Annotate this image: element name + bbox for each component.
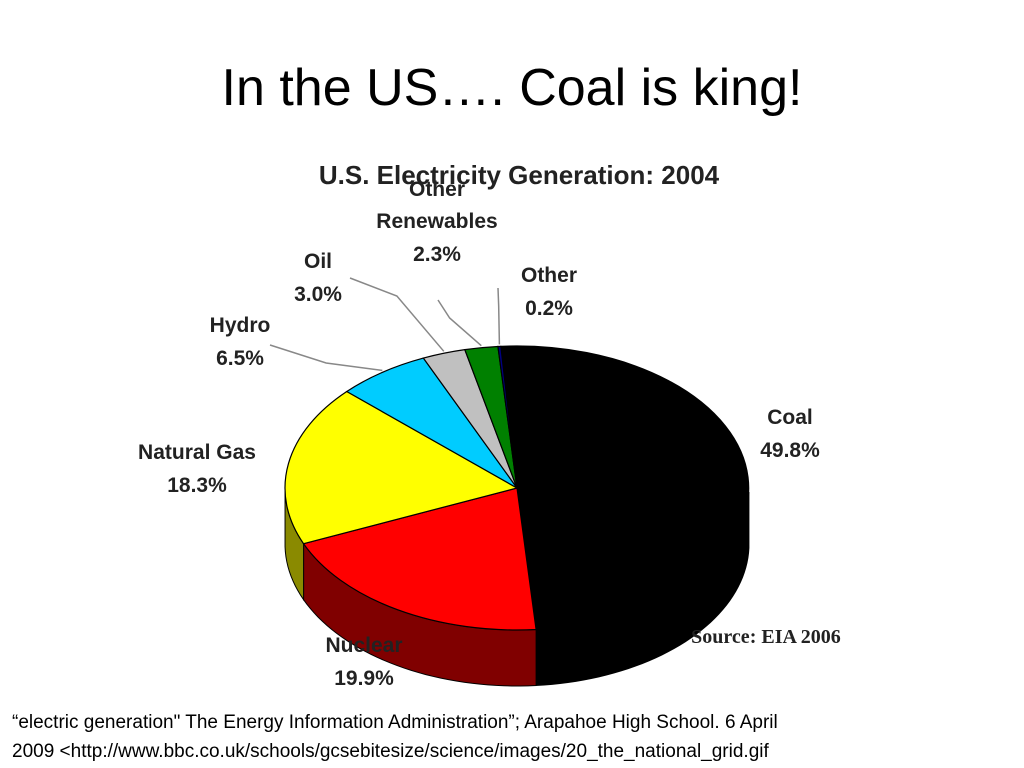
leader-line-oil (349, 277, 445, 352)
leader-line-hydro (269, 344, 383, 372)
pie-slice-natural-gas (284, 390, 519, 545)
pie-slice-coal (500, 345, 750, 631)
chart-source: Source: EIA 2006 (691, 626, 841, 648)
chart-title: U.S. Electricity Generation: 2004 (319, 160, 720, 190)
slice-label-natural-gas: Natural Gas (138, 441, 256, 464)
slice-value-other-renewables: 2.3% (413, 243, 461, 266)
slice-value-hydro: 6.5% (216, 347, 264, 370)
pie-slice-other (497, 345, 518, 489)
citation-caption: “electric generation" The Energy Informa… (12, 708, 1012, 766)
slice-label-oil: Oil (304, 250, 332, 273)
leader-line-other (497, 287, 501, 345)
slice-label-nuclear: Nuclear (325, 634, 402, 657)
slice-value-other: 0.2% (525, 297, 573, 320)
slice-value-oil: 3.0% (294, 283, 342, 306)
slice-value-coal: 49.8% (760, 439, 820, 462)
pie-slice-nuclear (302, 487, 537, 631)
slice-value-natural-gas: 18.3% (167, 474, 227, 497)
slide-title: In the US…. Coal is king! (221, 59, 803, 117)
slice-label-coal: Coal (767, 406, 813, 429)
slice-label-hydro: Hydro (210, 314, 271, 337)
slice-value-nuclear: 19.9% (334, 667, 394, 690)
leader-line-other-renewables (437, 299, 482, 347)
citation-line-2: 2009 <http://www.bbc.co.uk/schools/gcseb… (12, 741, 769, 762)
slice-label-other: Other (521, 264, 577, 287)
pie-leaders (269, 277, 501, 372)
pie-labels: Coal 49.8% Nuclear 19.9% Natural Gas 18.3% Hyd… (138, 178, 820, 690)
citation-line-1: “electric generation" The Energy Informa… (12, 712, 778, 733)
slice-label-other-renewables-line-1: Other (409, 178, 465, 201)
slice-label-other-renewables-line-2: Renewables (376, 210, 497, 233)
pie-tops (284, 345, 750, 631)
